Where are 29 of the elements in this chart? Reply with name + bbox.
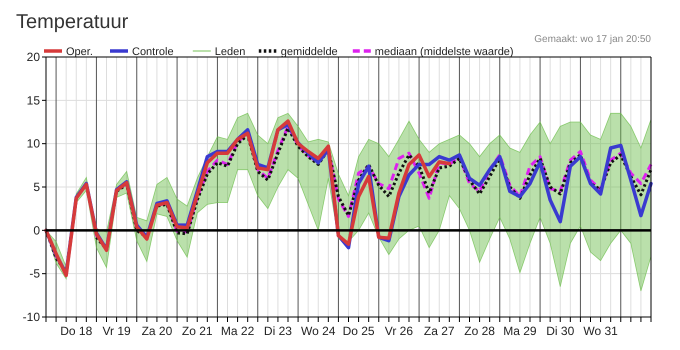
x-tick-label: Za 27 — [424, 324, 455, 338]
x-tick-label: Ma 29 — [503, 324, 537, 338]
y-tick-label: 20 — [26, 50, 40, 64]
chart-title: Temperatuur — [16, 11, 129, 33]
x-tick-label: Zo 21 — [182, 324, 213, 338]
text: Gemaakt: wo 17 jan 20:50 — [534, 34, 652, 45]
y-tick-label: 5 — [33, 180, 40, 194]
line-series — [44, 119, 452, 278]
y-tick-label: 0 — [33, 223, 40, 238]
y-tick-label: -10 — [22, 310, 40, 324]
y-tick-label: 15 — [26, 93, 40, 108]
x-tick-label: Do 18 — [60, 324, 93, 338]
legend-label: Oper. — [66, 46, 93, 58]
x-tick-label: Ma 22 — [220, 324, 255, 338]
x-tick-label: Do 25 — [342, 324, 375, 338]
x-tick-label: Wo 31 — [583, 324, 618, 338]
y-tick-label: 10 — [26, 136, 40, 151]
x-tick-label: Vr 26 — [384, 324, 414, 338]
x-tick-label: Vr 19 — [102, 324, 132, 338]
legend-label: Controle — [132, 46, 174, 58]
legend-label: mediaan (middelste waarde) — [374, 46, 514, 58]
y-tick-label: -5 — [29, 266, 40, 281]
legend-label: Leden — [214, 46, 246, 58]
x-tick-label: Wo 24 — [301, 324, 336, 338]
x-tick-label: Zo 28 — [464, 324, 496, 338]
legend-label: gemiddelde — [280, 46, 338, 58]
x-tick-label: Di 30 — [546, 324, 575, 338]
x-tick-label: Za 20 — [142, 324, 173, 338]
x-tick-label: Di 23 — [264, 324, 292, 338]
